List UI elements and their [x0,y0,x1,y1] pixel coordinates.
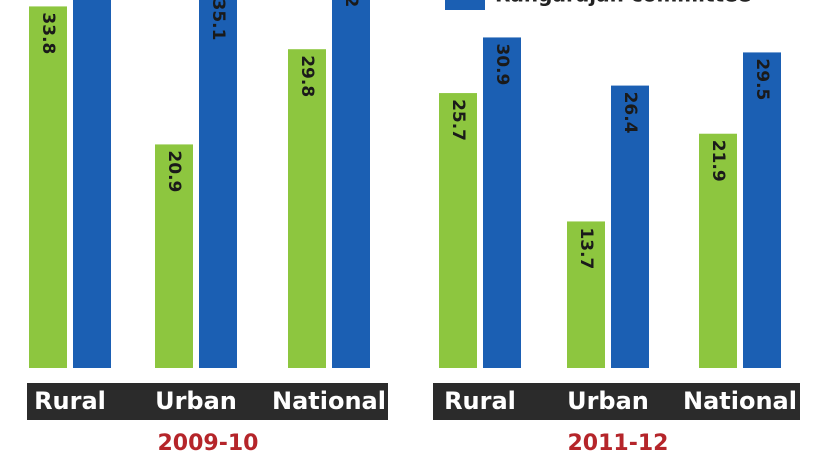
chart-title: 2011-12 [568,431,669,456]
x-tick-label: National [272,387,386,415]
bar [155,144,193,368]
bar [439,93,477,369]
bar [483,37,521,368]
bar [611,85,649,369]
bar [743,52,781,368]
value-label: 25.7 [448,99,468,141]
x-tick-label: Urban [155,387,237,415]
x-tick-label: National [683,387,797,415]
bar [288,49,326,369]
x-tick-label: Urban [567,387,649,415]
value-label: 33.8 [38,12,58,54]
legend-swatch [445,0,485,10]
chart-title: 2009-10 [158,431,259,456]
legend-label: Rangarajan committee [495,0,751,7]
bar [567,221,605,368]
bar [199,0,237,369]
bar [73,0,111,368]
value-label: 13.7 [576,227,596,269]
category-band [27,383,388,420]
value-label: 29.8 [297,55,317,97]
value-label: 38.2 [341,0,361,7]
category-band [433,383,800,420]
x-tick-label: Rural [444,387,516,415]
bar [332,0,370,368]
value-label: 29.5 [752,58,772,100]
value-label: 30.9 [492,43,512,85]
bar [699,133,737,368]
bar [29,6,67,368]
value-label: 35.1 [208,0,228,40]
x-tick-label: Rural [34,387,106,415]
value-label: 26.4 [620,92,640,134]
value-label: 21.9 [708,140,728,182]
value-label: 20.9 [164,150,184,192]
